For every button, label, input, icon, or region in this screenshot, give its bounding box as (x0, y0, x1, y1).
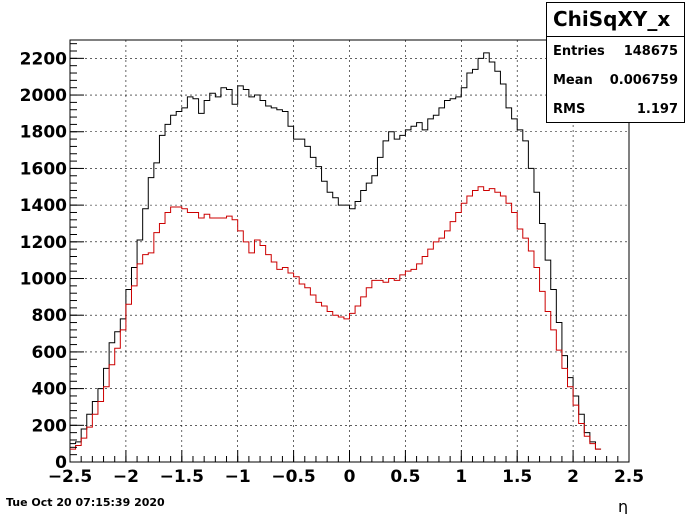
histogram-series-2 (70, 186, 602, 450)
y-tick-label: 1600 (20, 159, 67, 179)
y-tick-label: 400 (32, 380, 68, 400)
y-tick-label: 200 (32, 416, 68, 436)
mean-label: Mean (553, 73, 593, 88)
x-axis-title: η (618, 497, 628, 514)
x-tick-label: 1.5 (502, 467, 532, 487)
timestamp: Tue Oct 20 07:15:39 2020 (6, 496, 165, 509)
y-tick-label: 600 (32, 343, 68, 363)
histogram-series-1 (70, 52, 602, 450)
stats-box: ChiSqXY_x Entries 148675 Mean 0.006759 R… (546, 2, 685, 123)
axes: −2.5 −2 −1.5 −1 −0.5 0 0.5 1 1.5 2 2.5 0 200 400 600 80… (20, 43, 644, 487)
x-tick-label: 2.5 (614, 467, 644, 487)
histogram-series (70, 52, 602, 450)
y-tick-label: 1800 (20, 123, 67, 143)
x-tick-label: −2 (113, 467, 139, 487)
mean-value: 0.006759 (609, 73, 678, 88)
y-tick-label: 1000 (20, 270, 67, 290)
entries-label: Entries (553, 44, 605, 59)
x-tick-label: 0 (344, 467, 356, 487)
stats-mean-row: Mean 0.006759 (547, 66, 684, 95)
stats-entries-row: Entries 148675 (547, 37, 684, 66)
stats-rms-row: RMS 1.197 (547, 95, 684, 124)
stats-title: ChiSqXY_x (547, 3, 684, 37)
rms-value: 1.197 (636, 102, 678, 117)
y-tick-label: 1400 (20, 196, 67, 216)
x-tick-label: 0.5 (390, 467, 420, 487)
x-tick-label: −1.5 (160, 467, 204, 487)
rms-label: RMS (553, 102, 586, 117)
y-tick-label: 800 (32, 306, 68, 326)
x-tick-label: 1 (455, 467, 467, 487)
entries-value: 148675 (623, 44, 678, 59)
y-tick-label: 2000 (20, 86, 67, 106)
y-tick-label: 2200 (20, 49, 67, 69)
x-tick-label: −1 (225, 467, 251, 487)
x-tick-label: −2.5 (48, 467, 92, 487)
x-tick-label: −0.5 (271, 467, 315, 487)
y-tick-label: 0 (55, 453, 67, 473)
y-tick-label: 1200 (20, 233, 67, 253)
x-tick-label: 2 (567, 467, 579, 487)
